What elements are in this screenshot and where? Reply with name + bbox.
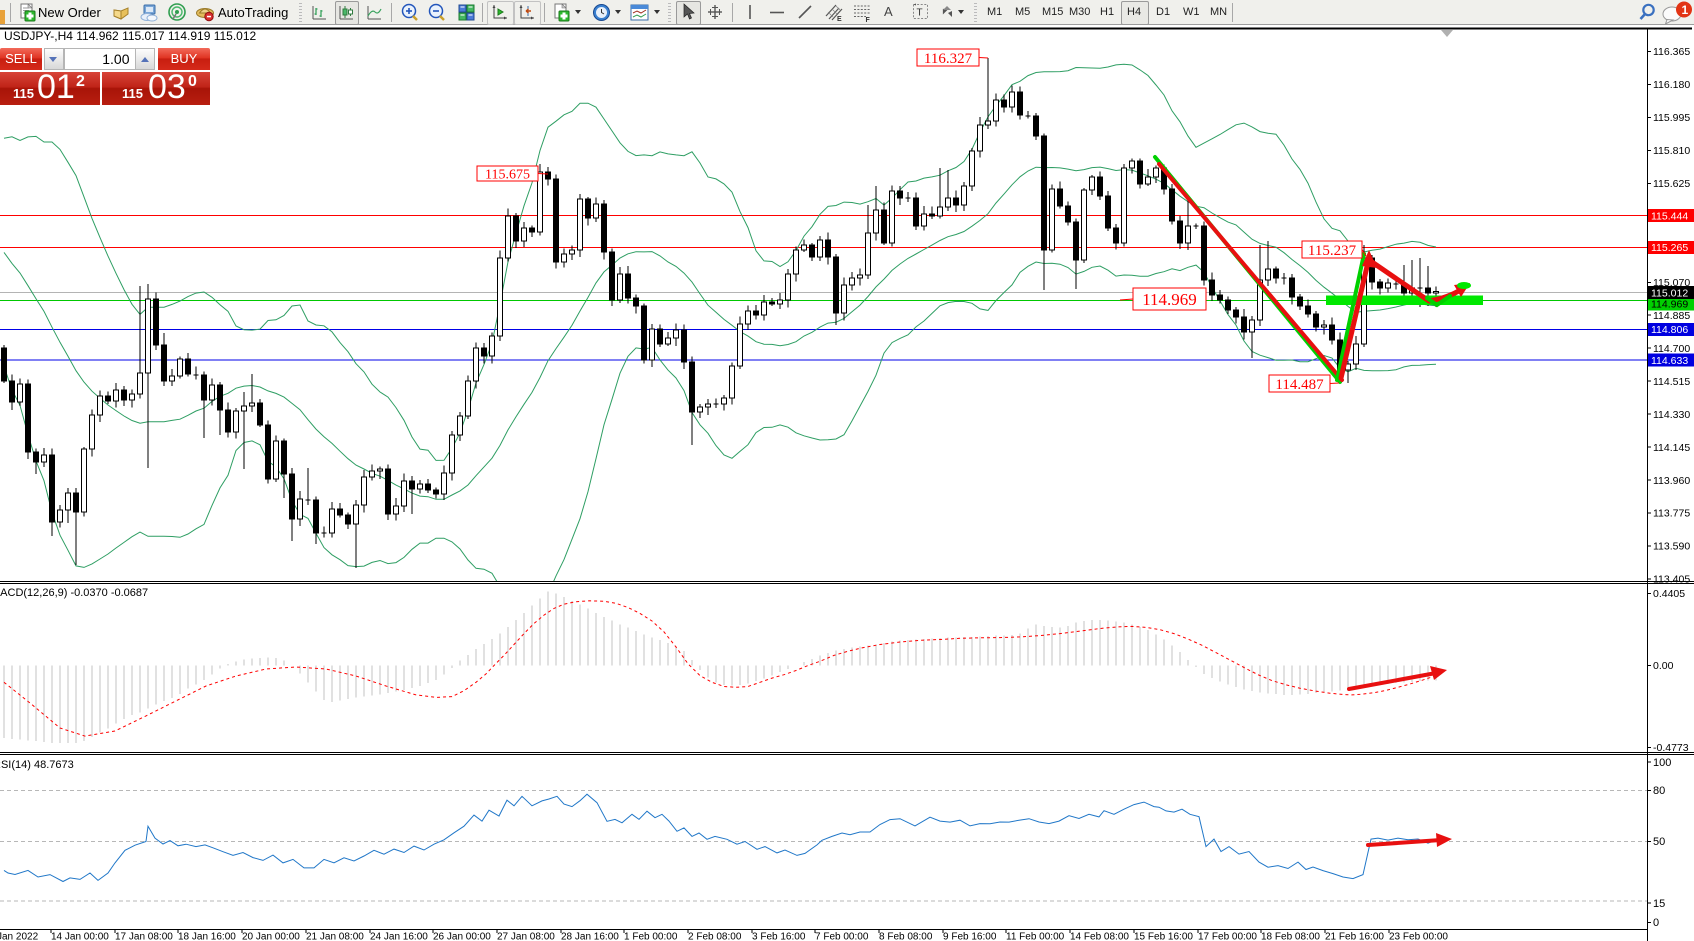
- svg-text:0.00: 0.00: [1653, 660, 1674, 672]
- svg-text:115.444: 115.444: [1651, 210, 1688, 222]
- svg-text:113.960: 113.960: [1653, 475, 1690, 487]
- svg-text:E: E: [837, 16, 842, 23]
- svg-text:1: 1: [1682, 3, 1689, 17]
- svg-text:114.885: 114.885: [1653, 310, 1690, 322]
- svg-text:21 Feb 16:00: 21 Feb 16:00: [1325, 932, 1384, 941]
- svg-text:17 Jan 08:00: 17 Jan 08:00: [115, 932, 173, 941]
- svg-text:15 Feb 16:00: 15 Feb 16:00: [1134, 932, 1193, 941]
- svg-text:F: F: [866, 17, 871, 23]
- svg-text:17 Feb 00:00: 17 Feb 00:00: [1198, 932, 1257, 941]
- svg-text:114.700: 114.700: [1653, 343, 1690, 355]
- svg-text:50: 50: [1653, 836, 1665, 848]
- svg-text:20 Jan 00:00: 20 Jan 00:00: [242, 932, 300, 941]
- svg-text:18 Jan 16:00: 18 Jan 16:00: [178, 932, 236, 941]
- svg-text:115.070: 115.070: [1653, 277, 1690, 289]
- svg-text:115.995: 115.995: [1653, 112, 1690, 124]
- svg-text:27 Jan 08:00: 27 Jan 08:00: [497, 932, 555, 941]
- svg-text:114.806: 114.806: [1651, 324, 1688, 336]
- svg-text:14 Jan 00:00: 14 Jan 00:00: [51, 932, 109, 941]
- svg-text:114.330: 114.330: [1653, 409, 1690, 421]
- svg-text:114.633: 114.633: [1651, 355, 1688, 367]
- svg-text:80: 80: [1653, 785, 1665, 797]
- svg-text:113.590: 113.590: [1653, 541, 1690, 553]
- svg-text:-0.4773: -0.4773: [1653, 742, 1689, 754]
- svg-text:116.180: 116.180: [1653, 79, 1690, 91]
- svg-text:RSI(14) 48.7673: RSI(14) 48.7673: [0, 759, 74, 771]
- svg-text:26 Jan 00:00: 26 Jan 00:00: [433, 932, 491, 941]
- svg-text:2 Feb 08:00: 2 Feb 08:00: [688, 932, 742, 941]
- svg-text:28 Jan 16:00: 28 Jan 16:00: [561, 932, 619, 941]
- svg-text:116.327: 116.327: [924, 51, 973, 67]
- svg-text:100: 100: [1653, 757, 1671, 769]
- svg-text:Jan 2022: Jan 2022: [0, 932, 39, 941]
- svg-text:113.775: 113.775: [1653, 508, 1690, 520]
- svg-text:T: T: [917, 8, 923, 19]
- svg-text:115.265: 115.265: [1651, 242, 1688, 254]
- svg-text:115.675: 115.675: [485, 168, 530, 183]
- svg-text:3 Feb 16:00: 3 Feb 16:00: [752, 932, 806, 941]
- svg-text:114.969: 114.969: [1651, 299, 1688, 311]
- svg-text:8 Feb 08:00: 8 Feb 08:00: [879, 932, 933, 941]
- svg-text:11 Feb 00:00: 11 Feb 00:00: [1006, 932, 1065, 941]
- svg-text:18 Feb 08:00: 18 Feb 08:00: [1261, 932, 1320, 941]
- svg-text:24 Jan 16:00: 24 Jan 16:00: [370, 932, 428, 941]
- svg-text:21 Jan 08:00: 21 Jan 08:00: [306, 932, 364, 941]
- svg-text:114.969: 114.969: [1142, 290, 1197, 309]
- svg-text:0.4405: 0.4405: [1653, 588, 1685, 600]
- svg-text:7 Feb 00:00: 7 Feb 00:00: [815, 932, 869, 941]
- svg-text:0: 0: [1653, 917, 1659, 929]
- svg-text:113.405: 113.405: [1653, 574, 1690, 586]
- svg-text:1 Feb 00:00: 1 Feb 00:00: [624, 932, 678, 941]
- svg-text:115.810: 115.810: [1653, 145, 1690, 157]
- svg-text:115.237: 115.237: [1308, 243, 1357, 259]
- svg-text:14 Feb 08:00: 14 Feb 08:00: [1070, 932, 1129, 941]
- svg-text:USDJPY-,H4 114.962 115.017 11: USDJPY-,H4 114.962 115.017 114.919 115.0…: [4, 29, 257, 43]
- svg-text:9 Feb 16:00: 9 Feb 16:00: [943, 932, 997, 941]
- svg-text:115.625: 115.625: [1653, 178, 1690, 190]
- svg-text:116.365: 116.365: [1653, 46, 1690, 58]
- svg-text:23 Feb 00:00: 23 Feb 00:00: [1389, 932, 1448, 941]
- svg-text:114.515: 114.515: [1653, 376, 1690, 388]
- svg-text:114.487: 114.487: [1275, 377, 1324, 393]
- svg-text:15: 15: [1653, 898, 1665, 910]
- svg-text:MACD(12,26,9) -0.0370 -0.0687: MACD(12,26,9) -0.0370 -0.0687: [0, 587, 148, 599]
- svg-text:115.012: 115.012: [1651, 287, 1688, 299]
- svg-text:114.145: 114.145: [1653, 442, 1690, 454]
